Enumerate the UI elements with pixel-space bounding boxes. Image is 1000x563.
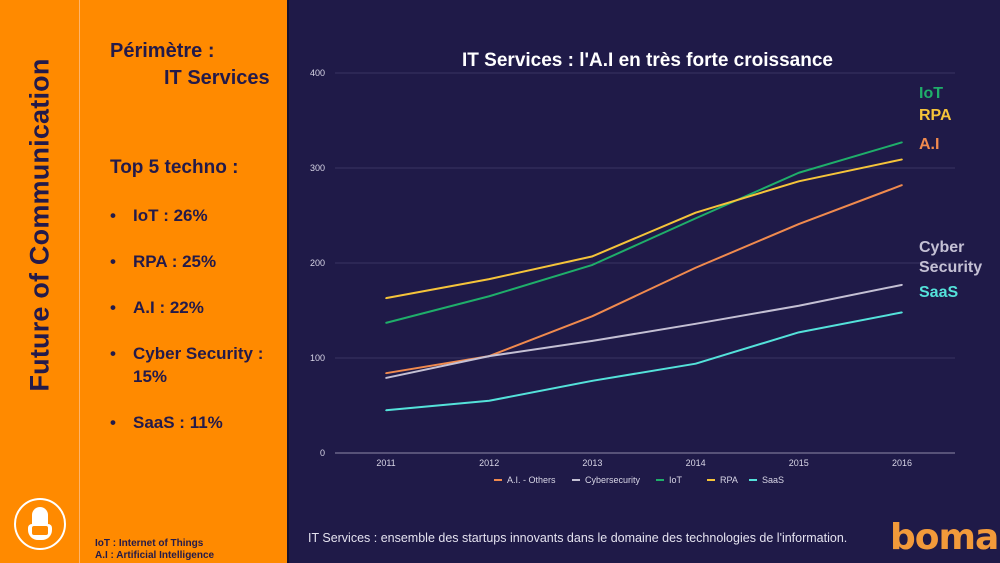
- data-point: [488, 399, 491, 402]
- data-point: [694, 323, 697, 325]
- series-line-iot: [385, 141, 903, 324]
- bullet-icon: •: [110, 344, 116, 363]
- glossary-iot: IoT : Internet of Things: [95, 538, 204, 549]
- top5-item: • A.I : 22%: [110, 296, 280, 319]
- legend-label: Cybersecurity: [585, 475, 641, 485]
- x-tick-label: 2016: [892, 458, 912, 468]
- series-line-cybersecurity: [385, 283, 903, 379]
- top5-item: • IoT : 26%: [110, 204, 280, 227]
- series-line-rpa: [385, 158, 903, 300]
- left-panel: [0, 0, 287, 563]
- x-tick-label: 2013: [582, 458, 602, 468]
- series-line-a-i-others: [385, 184, 903, 375]
- legend-label: RPA: [720, 475, 738, 485]
- chart-title: IT Services : l'A.I en très forte croiss…: [462, 50, 833, 71]
- data-point: [385, 372, 387, 375]
- data-point: [488, 295, 491, 298]
- data-point: [591, 315, 594, 318]
- data-point: [901, 141, 903, 144]
- end-label-iot: IoT: [919, 85, 943, 102]
- top5-list: • IoT : 26% • RPA : 25% • A.I : 22% • Cyber …: [110, 204, 280, 457]
- top5-item-label: Cyber Security : 15%: [133, 344, 264, 386]
- top5-item-label: SaaS : 11%: [133, 413, 223, 432]
- data-point: [488, 355, 491, 357]
- x-tick-label: 2011: [376, 458, 395, 468]
- series-line-saas: [385, 311, 903, 412]
- perimetre-heading: Périmètre : IT Services: [110, 38, 270, 92]
- legend-label: SaaS: [762, 475, 784, 485]
- data-point: [385, 322, 387, 324]
- line-chart: 0 100 200 300 400 2011 2012 2013 2014 2015 2016 A.I…: [310, 68, 955, 485]
- data-point: [591, 340, 594, 342]
- top5-item-label: RPA : 25%: [133, 252, 217, 271]
- x-tick-label: 2012: [479, 458, 499, 468]
- mascot-head: [32, 507, 48, 529]
- bullet-icon: •: [110, 413, 116, 432]
- data-point: [798, 223, 800, 225]
- data-point: [385, 409, 387, 412]
- panel-edge: [287, 0, 289, 563]
- robot-mascot-icon: [14, 498, 66, 550]
- top5-item: • RPA : 25%: [110, 250, 280, 273]
- x-tick-label: 2014: [686, 458, 706, 468]
- bullet-icon: •: [110, 206, 116, 225]
- top5-title: Top 5 techno :: [110, 157, 239, 178]
- y-tick-label: 100: [310, 353, 325, 363]
- data-point: [901, 158, 903, 161]
- y-tick-label: 200: [310, 258, 325, 268]
- data-point: [798, 171, 800, 174]
- data-point: [488, 278, 491, 280]
- glossary: IoT : Internet of Things A.I : Artificia…: [95, 538, 214, 562]
- data-point: [901, 184, 903, 186]
- end-label-rpa: RPA: [919, 107, 952, 124]
- data-point: [385, 377, 387, 379]
- data-point: [591, 255, 594, 258]
- bullet-icon: •: [110, 298, 116, 317]
- data-point: [901, 311, 903, 314]
- data-point: [385, 297, 387, 299]
- top5-item-label: A.I : 22%: [133, 298, 204, 317]
- data-point: [591, 264, 594, 266]
- glossary-ai: A.I : Artificial Intelligence: [95, 550, 215, 561]
- data-point: [694, 266, 697, 269]
- legend-label: A.I. - Others: [507, 475, 556, 485]
- y-tick-label: 300: [310, 163, 325, 173]
- data-point: [798, 180, 800, 183]
- data-point: [901, 284, 903, 286]
- x-tick-label: 2015: [789, 458, 809, 468]
- perimetre-value: IT Services: [164, 67, 270, 89]
- data-point: [694, 211, 697, 214]
- data-point: [798, 304, 800, 307]
- top5-item: • SaaS : 11%: [110, 411, 280, 434]
- data-point: [591, 380, 594, 382]
- section-title-vertical: Future of Communication: [24, 58, 55, 392]
- bullet-icon: •: [110, 252, 116, 271]
- end-label-cybersecurity: Cyber Security: [919, 239, 983, 276]
- data-point: [798, 331, 800, 334]
- data-point: [694, 362, 697, 365]
- footer-note: IT Services : ensemble des startups inno…: [308, 531, 848, 545]
- legend-label: IoT: [669, 475, 683, 485]
- mascot-screen: [32, 526, 48, 535]
- data-point: [694, 217, 697, 220]
- left-divider: [79, 0, 80, 563]
- y-tick-label: 400: [310, 68, 325, 78]
- y-tick-label: 0: [320, 448, 325, 458]
- boma-logo: boma: [890, 517, 999, 558]
- top5-item-label: IoT : 26%: [133, 206, 208, 225]
- end-label-ai: A.I: [919, 136, 940, 153]
- perimetre-label: Périmètre :: [110, 40, 215, 62]
- top5-item: • Cyber Security : 15%: [110, 342, 280, 388]
- end-label-saas: SaaS: [919, 284, 959, 301]
